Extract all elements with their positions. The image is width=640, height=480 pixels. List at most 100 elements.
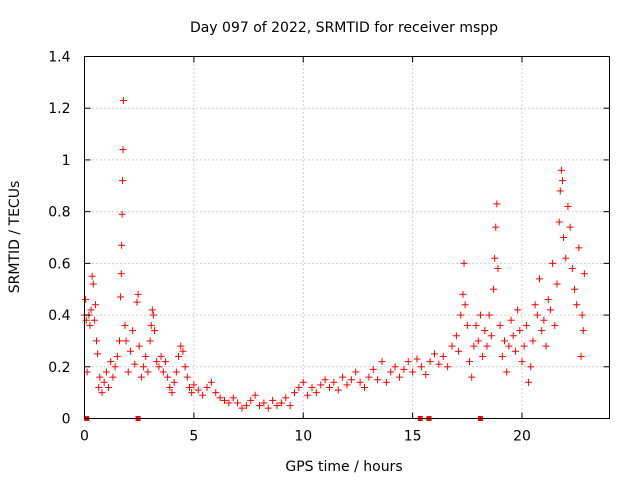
- y-tick-label: 0.4: [48, 308, 70, 324]
- data-point: [225, 399, 233, 407]
- data-point: [91, 301, 99, 309]
- data-point: [170, 378, 178, 386]
- data-point: [312, 389, 320, 397]
- plot-frame: [84, 56, 610, 419]
- data-point: [566, 223, 574, 231]
- data-point: [207, 378, 215, 386]
- data-point: [577, 352, 585, 360]
- data-point: [564, 202, 572, 210]
- data-point: [509, 332, 517, 340]
- data-point: [119, 177, 127, 185]
- data-point: [558, 177, 566, 185]
- data-point: [365, 373, 373, 381]
- data-point: [573, 301, 581, 309]
- data-point: [172, 368, 180, 376]
- data-point: [216, 394, 224, 402]
- data-point: [426, 358, 434, 366]
- data-points: [81, 96, 588, 421]
- data-point: [503, 368, 511, 376]
- data-point: [330, 378, 338, 386]
- data-point: [113, 352, 121, 360]
- data-point: [107, 358, 115, 366]
- data-point: [474, 337, 482, 345]
- data-point: [378, 358, 386, 366]
- data-point: [533, 311, 541, 319]
- data-point: [439, 352, 447, 360]
- data-point: [356, 378, 364, 386]
- data-point: [444, 363, 452, 371]
- data-point: [82, 316, 90, 324]
- data-point: [203, 383, 211, 391]
- data-point: [146, 337, 154, 345]
- data-point: [94, 350, 102, 358]
- data-point: [544, 296, 552, 304]
- data-point: [352, 368, 360, 376]
- y-tick-label: 1.4: [48, 50, 70, 66]
- data-point: [105, 383, 113, 391]
- data-point: [118, 210, 126, 218]
- data-point: [470, 342, 478, 350]
- data-point: [387, 368, 395, 376]
- data-point: [431, 350, 438, 358]
- data-point: [186, 383, 193, 391]
- data-point: [119, 96, 127, 104]
- data-point: [417, 363, 425, 371]
- data-point: [461, 301, 469, 309]
- data-point: [472, 321, 480, 329]
- data-point: [269, 396, 277, 404]
- data-point: [229, 394, 237, 402]
- data-point: [98, 389, 106, 397]
- data-point: [501, 337, 508, 345]
- data-point: [575, 244, 583, 252]
- data-point: [460, 259, 468, 267]
- data-point: [147, 321, 155, 329]
- data-point: [520, 342, 528, 350]
- data-point: [282, 394, 290, 402]
- data-point: [157, 352, 165, 360]
- data-point: [291, 389, 298, 397]
- data-point: [117, 270, 125, 278]
- data-point: [159, 368, 167, 376]
- data-point: [556, 187, 564, 195]
- data-point: [400, 365, 408, 373]
- x-tick-label: 0: [80, 429, 89, 445]
- x-tick-label: 10: [294, 429, 312, 445]
- data-point: [516, 327, 524, 335]
- data-point: [391, 363, 399, 371]
- data-point: [369, 365, 377, 373]
- data-point: [122, 337, 130, 345]
- data-point: [382, 378, 390, 386]
- data-point: [540, 316, 548, 324]
- data-point: [251, 391, 259, 399]
- data-point: [117, 293, 125, 301]
- data-point: [135, 342, 143, 350]
- data-point: [560, 234, 568, 241]
- data-point: [317, 381, 325, 389]
- data-point: [137, 373, 145, 381]
- data-point: [82, 296, 90, 304]
- y-axis-label: SRMTID / TECUs: [7, 181, 23, 294]
- data-point: [177, 342, 185, 350]
- data-point: [522, 321, 530, 329]
- data-point: [413, 355, 421, 363]
- data-point: [457, 311, 465, 319]
- data-point: [142, 352, 150, 360]
- data-point: [518, 358, 526, 366]
- data-point: [175, 352, 183, 360]
- data-point: [455, 347, 463, 355]
- data-point: [88, 272, 96, 280]
- data-point: [242, 402, 250, 410]
- data-point: [361, 383, 368, 391]
- data-point: [304, 391, 312, 399]
- data-point: [546, 306, 554, 314]
- data-point: [118, 241, 126, 249]
- data-point: [374, 376, 382, 384]
- data-point: [549, 259, 557, 267]
- data-point: [234, 399, 242, 407]
- data-point: [483, 342, 491, 350]
- data-point: [90, 316, 98, 324]
- y-tick-label: 0.6: [48, 256, 70, 272]
- data-point: [494, 265, 502, 273]
- data-point: [116, 337, 123, 345]
- data-point: [538, 327, 546, 335]
